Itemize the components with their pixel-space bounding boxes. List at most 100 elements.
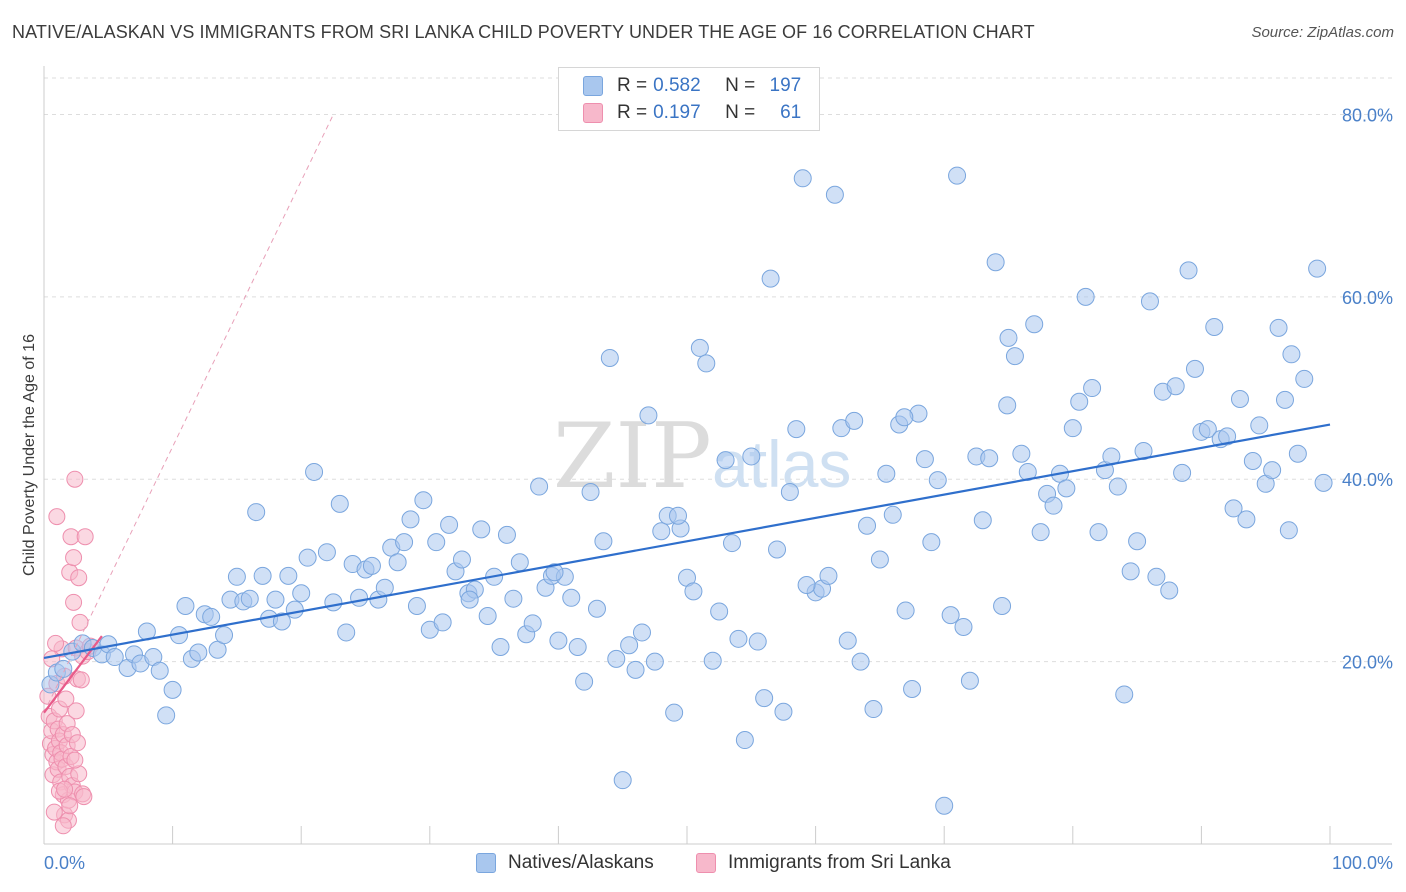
data-point-natives [1044, 496, 1063, 515]
data-point-natives [427, 533, 446, 552]
data-point-natives [774, 702, 793, 721]
legend-item-natives[interactable]: Natives/Alaskans [476, 852, 654, 874]
legend-row-sri-lanka: R = 0.197 N = 61 [583, 100, 801, 126]
y-tick-label: 60.0% [1342, 288, 1393, 308]
legend-swatch-pink [583, 103, 603, 123]
y-tick-label: 40.0% [1342, 470, 1393, 490]
data-point-natives [491, 638, 510, 657]
data-point-sri-lanka [70, 569, 88, 587]
data-point-natives [1198, 420, 1217, 439]
data-point-natives [780, 483, 799, 502]
data-point-natives [1230, 389, 1249, 408]
data-point-natives [915, 450, 934, 469]
data-point-natives [665, 703, 684, 722]
data-point-natives [227, 567, 246, 586]
data-point-natives [1288, 444, 1307, 463]
data-point-natives [851, 652, 870, 671]
data-point-natives [105, 648, 124, 667]
data-point-natives [1243, 452, 1262, 470]
data-point-natives [600, 348, 619, 367]
data-point-natives [545, 563, 564, 582]
data-point-natives [1173, 463, 1192, 482]
data-point-sri-lanka [72, 671, 90, 689]
legend-r-label: R = [617, 102, 648, 123]
data-point-natives [1224, 499, 1243, 518]
data-point-natives [632, 623, 651, 642]
data-point-natives [787, 420, 806, 439]
data-point-sri-lanka [67, 702, 85, 720]
legend-r-label: R = [617, 75, 648, 96]
data-point-natives [626, 660, 645, 679]
legend-item-sri-lanka[interactable]: Immigrants from Sri Lanka [696, 852, 951, 874]
data-point-natives [240, 589, 259, 608]
data-point-natives [247, 503, 266, 522]
data-point-natives [748, 632, 767, 651]
data-point-natives [1166, 377, 1185, 396]
data-point-sri-lanka [76, 528, 94, 546]
data-point-natives [581, 483, 600, 502]
legend-r-value: 0.197 [653, 102, 701, 123]
data-point-natives [684, 582, 703, 601]
data-point-natives [1031, 523, 1050, 542]
data-point-natives [472, 520, 491, 539]
legend-label-sri-lanka: Immigrants from Sri Lanka [728, 852, 951, 873]
data-point-natives [980, 449, 999, 468]
legend-n-label: N = [725, 102, 756, 123]
data-point-natives [1237, 510, 1256, 529]
data-point-natives [440, 515, 459, 534]
data-point-natives [1314, 473, 1333, 492]
data-point-natives [1070, 392, 1089, 411]
data-point-natives [1063, 419, 1082, 438]
data-point-natives [607, 649, 626, 668]
data-point-sri-lanka [65, 593, 83, 611]
data-point-natives [1282, 345, 1301, 364]
data-point-natives [324, 593, 343, 612]
data-point-natives [819, 566, 838, 585]
data-point-natives [973, 511, 992, 530]
data-point-natives [1295, 369, 1314, 388]
stats-legend: R = 0.582 N = 197 R = 0.197 N = 61 [558, 67, 820, 131]
data-point-sri-lanka [47, 634, 65, 652]
data-point-natives [407, 596, 426, 615]
data-point-sri-lanka [48, 508, 66, 526]
y-tick-label: 20.0% [1342, 653, 1393, 673]
data-point-sri-lanka [61, 797, 79, 815]
data-point-natives [639, 406, 658, 425]
data-point-natives [864, 700, 883, 719]
data-point-natives [460, 590, 479, 609]
data-point-natives [723, 534, 742, 553]
data-point-natives [1250, 416, 1269, 435]
data-point-natives [742, 447, 761, 466]
x-tick-label-max: 100.0% [1332, 853, 1393, 873]
data-point-sri-lanka [75, 788, 93, 806]
data-point-natives [948, 166, 967, 185]
watermark-zip: ZIP [553, 404, 712, 509]
data-point-natives [549, 631, 568, 650]
data-point-sri-lanka [71, 613, 89, 631]
series-legend: Natives/Alaskans Immigrants from Sri Lan… [0, 852, 1406, 878]
data-point-sri-lanka [66, 751, 84, 769]
data-point-natives [279, 566, 298, 585]
legend-n-value: 61 [780, 102, 802, 123]
data-point-natives [883, 505, 902, 524]
data-point-natives [395, 533, 414, 552]
data-point-natives [1147, 567, 1166, 586]
data-point-natives [215, 626, 234, 645]
data-point-natives [1089, 523, 1108, 542]
data-point-natives [523, 614, 542, 633]
y-tick-label: 80.0% [1342, 105, 1393, 125]
data-point-sri-lanka [65, 549, 83, 567]
chart-title: NATIVE/ALASKAN VS IMMIGRANTS FROM SRI LA… [12, 22, 1035, 42]
data-point-natives [362, 556, 381, 575]
data-point-natives [877, 464, 896, 483]
data-point-natives [735, 731, 754, 750]
data-point-natives [613, 771, 632, 790]
data-point-sri-lanka [66, 470, 84, 488]
data-point-natives [1012, 444, 1031, 463]
data-point-natives [928, 471, 947, 490]
data-point-natives [54, 659, 73, 678]
data-point-natives [1269, 318, 1288, 337]
data-point-natives [1279, 521, 1298, 540]
data-point-natives [1160, 581, 1179, 600]
data-point-natives [716, 451, 735, 470]
